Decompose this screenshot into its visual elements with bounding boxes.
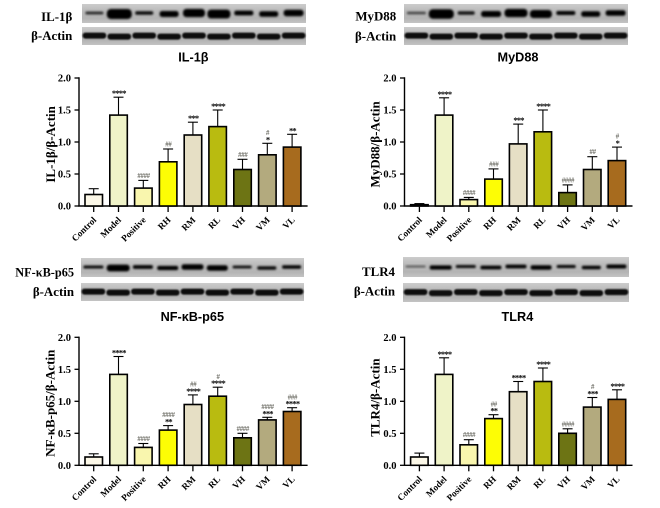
svg-text:NF-κB-p65: NF-κB-p65 [15,265,74,279]
svg-text:MyD88/β-Actin: MyD88/β-Actin [368,100,383,187]
svg-text:**: ** [289,125,296,135]
svg-text:####: #### [261,404,274,411]
svg-text:#: # [591,384,595,391]
svg-text:####: #### [162,412,175,419]
svg-text:0.0: 0.0 [383,461,396,472]
svg-text:****: **** [437,89,451,99]
svg-text:***: *** [188,113,199,123]
svg-text:0.0: 0.0 [58,202,71,213]
svg-text:0.5: 0.5 [383,170,396,181]
svg-text:0.0: 0.0 [58,461,71,472]
svg-text:2.0: 2.0 [383,74,396,85]
svg-text:**: ** [165,417,172,427]
svg-text:####: #### [562,177,575,184]
svg-text:TLR4: TLR4 [362,265,396,279]
svg-text:##: ## [165,142,172,149]
svg-text:****: **** [536,101,550,111]
svg-text:TLR4: TLR4 [502,310,534,324]
svg-text:##: ## [190,382,197,389]
svg-text:1.0: 1.0 [58,138,71,149]
svg-text:####: #### [463,190,476,197]
svg-text:##: ## [491,401,498,408]
svg-text:1.5: 1.5 [383,106,396,117]
svg-text:####: #### [463,432,476,439]
svg-text:****: **** [512,373,526,383]
svg-text:****: **** [285,399,299,409]
svg-text:1.0: 1.0 [383,138,396,149]
svg-text:***: *** [513,115,524,125]
svg-text:####: #### [137,173,150,180]
svg-text:#: # [216,374,220,381]
svg-text:***: *** [587,389,598,399]
svg-text:β-Actin: β-Actin [354,285,395,299]
svg-text:***: *** [262,408,273,418]
svg-text:###: ### [238,152,248,159]
svg-text:β-Actin: β-Actin [33,285,74,299]
svg-text:*: * [266,134,270,144]
svg-text:NF-κB-p65/β-Actin: NF-κB-p65/β-Actin [42,349,57,457]
svg-text:**: ** [490,406,497,416]
svg-text:****: **** [112,88,126,98]
svg-text:####: #### [237,426,250,433]
svg-text:*: * [616,138,620,148]
svg-text:****: **** [536,359,550,369]
svg-text:0.5: 0.5 [383,429,396,440]
svg-text:0.5: 0.5 [58,429,71,440]
svg-text:****: **** [211,378,225,388]
svg-text:MyD88: MyD88 [498,51,539,65]
svg-text:1.0: 1.0 [58,397,71,408]
svg-text:****: **** [112,348,126,358]
svg-text:2.0: 2.0 [383,333,396,344]
svg-text:NF-κB-p65: NF-κB-p65 [161,310,224,324]
svg-text:0.0: 0.0 [383,202,396,213]
svg-text:2.0: 2.0 [58,74,71,85]
svg-text:β-Actin: β-Actin [355,29,396,43]
svg-text:TLR4/β-Actin: TLR4/β-Actin [368,358,383,437]
svg-text:0.5: 0.5 [58,170,71,181]
svg-text:2.0: 2.0 [58,333,71,344]
svg-text:####: #### [137,436,150,443]
svg-text:****: **** [186,386,200,396]
svg-text:MyD88: MyD88 [355,10,396,24]
svg-text:###: ### [489,161,499,168]
svg-text:β-Actin: β-Actin [31,29,72,43]
svg-text:1.0: 1.0 [383,397,396,408]
svg-text:###: ### [288,394,298,401]
svg-text:#: # [616,134,620,141]
svg-text:##: ## [589,149,596,156]
svg-text:****: **** [610,381,624,391]
svg-text:1.5: 1.5 [58,106,71,117]
svg-text:1.5: 1.5 [58,365,71,376]
svg-text:****: **** [437,349,451,359]
svg-text:####: #### [562,421,575,428]
svg-text:#: # [266,130,270,137]
svg-text:IL-1β: IL-1β [178,51,209,65]
svg-text:****: **** [211,101,225,111]
svg-text:1.5: 1.5 [383,365,396,376]
svg-text:IL-1β/β-Actin: IL-1β/β-Actin [43,105,58,182]
svg-text:IL-1β: IL-1β [41,10,72,24]
